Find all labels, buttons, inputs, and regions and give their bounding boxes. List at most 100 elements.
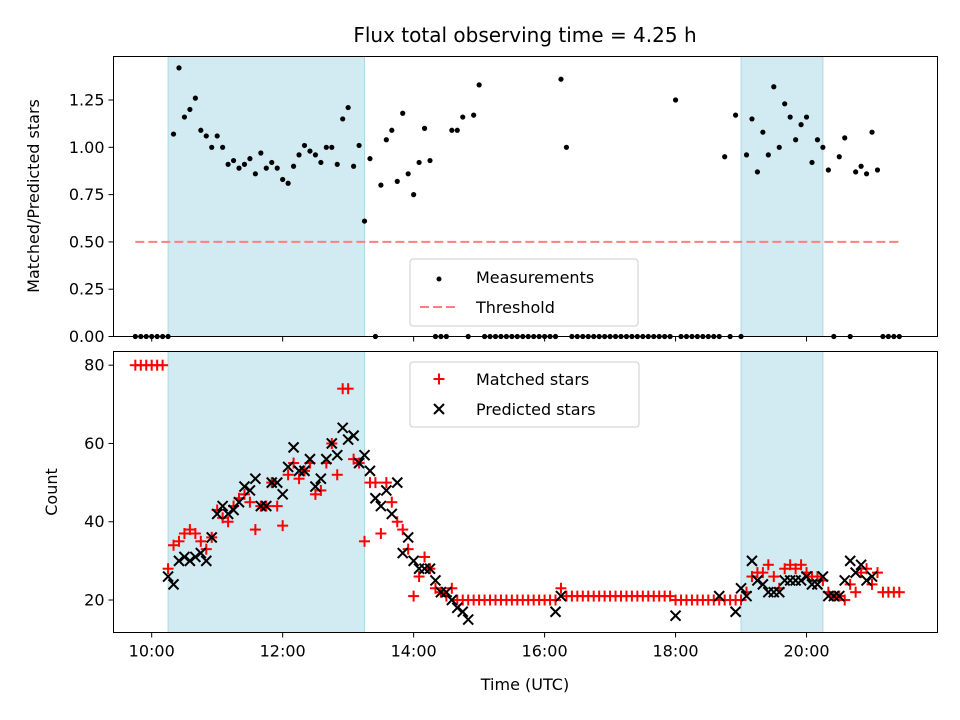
predicted-star-point	[287, 441, 300, 454]
measurement-point	[290, 163, 297, 169]
measurement-point	[874, 167, 881, 173]
measurement-point	[449, 127, 455, 133]
measurement-point	[743, 152, 750, 158]
predicted-star-point	[844, 555, 856, 567]
predicted-star-point	[849, 566, 862, 579]
predicted-star-point	[173, 555, 185, 567]
bottom-xtick-label: 12:00	[260, 642, 306, 661]
top-ytick-label: 0.75	[69, 185, 105, 204]
predicted-star-point	[757, 578, 769, 591]
predicted-star-point	[244, 484, 256, 497]
predicted-star-point	[811, 578, 824, 591]
measurement-point	[225, 161, 231, 167]
matched-star-point	[369, 477, 381, 489]
predicted-star-point	[189, 551, 202, 563]
measurement-point	[203, 133, 209, 139]
measurement-point	[842, 135, 848, 141]
matched-star-point	[735, 594, 747, 606]
predicted-star-point	[555, 590, 567, 602]
measurement-point	[340, 116, 346, 122]
bottom-ytick-label: 80	[84, 356, 104, 375]
measurement-point	[405, 171, 411, 177]
matched-star-point	[359, 535, 371, 547]
measurement-point	[296, 152, 302, 158]
predicted-star-point	[271, 476, 283, 489]
predicted-star-point	[391, 476, 403, 489]
matched-star-point	[282, 469, 294, 481]
matched-star-point	[222, 516, 234, 528]
measurement-point	[198, 127, 204, 133]
predicted-star-point	[342, 433, 354, 446]
bottom-ytick-label: 20	[84, 591, 104, 610]
predicted-star-point	[353, 457, 365, 469]
measurement-point	[869, 129, 875, 135]
measurement-point	[285, 180, 291, 186]
measurement-point	[361, 218, 368, 224]
matched-star-point	[386, 496, 398, 508]
matched-star-point	[391, 516, 403, 528]
predicted-star-point	[795, 574, 807, 587]
matched-star-point	[342, 383, 354, 395]
measurement-point	[421, 125, 428, 131]
measurement-point	[170, 131, 177, 137]
measurement-point	[776, 144, 782, 150]
predicted-star-point	[740, 590, 753, 602]
predicted-star-point	[222, 508, 234, 520]
chart-title: Flux total observing time = 4.25 h	[353, 23, 696, 47]
measurement-point	[312, 152, 319, 158]
bottom-ytick-label: 40	[84, 512, 104, 531]
predicted-star-point	[195, 547, 207, 559]
top-ytick-label: 1.25	[69, 91, 105, 110]
predicted-star-point	[200, 555, 212, 567]
legend-measurement-marker	[436, 276, 442, 282]
predicted-star-point	[380, 484, 393, 497]
predicted-star-point	[304, 453, 316, 465]
matched-star-point	[844, 578, 856, 590]
predicted-star-point	[402, 531, 414, 544]
predicted-star-point	[233, 496, 245, 508]
predicted-star-point	[440, 586, 453, 598]
measurement-point	[247, 156, 253, 162]
predicted-star-point	[309, 480, 322, 493]
legend-x	[433, 403, 445, 415]
matched-star-point	[277, 520, 289, 532]
predicted-star-point	[397, 547, 409, 559]
predicted-star-point	[184, 555, 196, 567]
measurement-point	[722, 154, 728, 160]
predicted-star-point	[260, 500, 273, 512]
top-shaded-span-1	[740, 56, 824, 337]
measurement-point	[858, 163, 864, 169]
matched-star-point	[189, 527, 201, 539]
bottom-ytick-label: 60	[84, 434, 104, 453]
measurement-point	[367, 156, 373, 162]
bottom-xlabel: Time (UTC)	[480, 675, 569, 694]
predicted-star-point	[429, 574, 442, 587]
bottom-xtick-label: 16:00	[522, 642, 568, 661]
measurement-point	[356, 142, 362, 149]
measurement-point	[318, 159, 324, 166]
top-ytick-label: 0.25	[69, 280, 105, 299]
measurement-point	[732, 112, 739, 118]
matched-star-point	[850, 586, 862, 598]
predicted-star-point	[282, 461, 294, 473]
matched-star-point	[375, 527, 387, 539]
matched-star-point	[331, 469, 343, 481]
matched-star-point	[768, 571, 780, 583]
top-ytick-label: 0.00	[69, 327, 105, 346]
measurement-point	[274, 165, 280, 171]
matched-star-point	[866, 578, 878, 590]
measurement-point	[351, 163, 357, 169]
bottom-ylabel: Count	[42, 468, 61, 516]
matched-star-point	[157, 359, 169, 371]
measurement-point	[558, 76, 564, 82]
measurement-point	[192, 95, 198, 101]
legend-matched-label: Matched stars	[476, 370, 589, 389]
bottom-xtick-label: 10:00	[129, 642, 175, 661]
predicted-star-point	[833, 590, 845, 602]
matched-star-point	[762, 559, 774, 571]
measurement-point	[329, 144, 335, 150]
measurement-point	[400, 110, 406, 116]
measurement-point	[269, 159, 275, 166]
predicted-star-point	[462, 613, 474, 626]
